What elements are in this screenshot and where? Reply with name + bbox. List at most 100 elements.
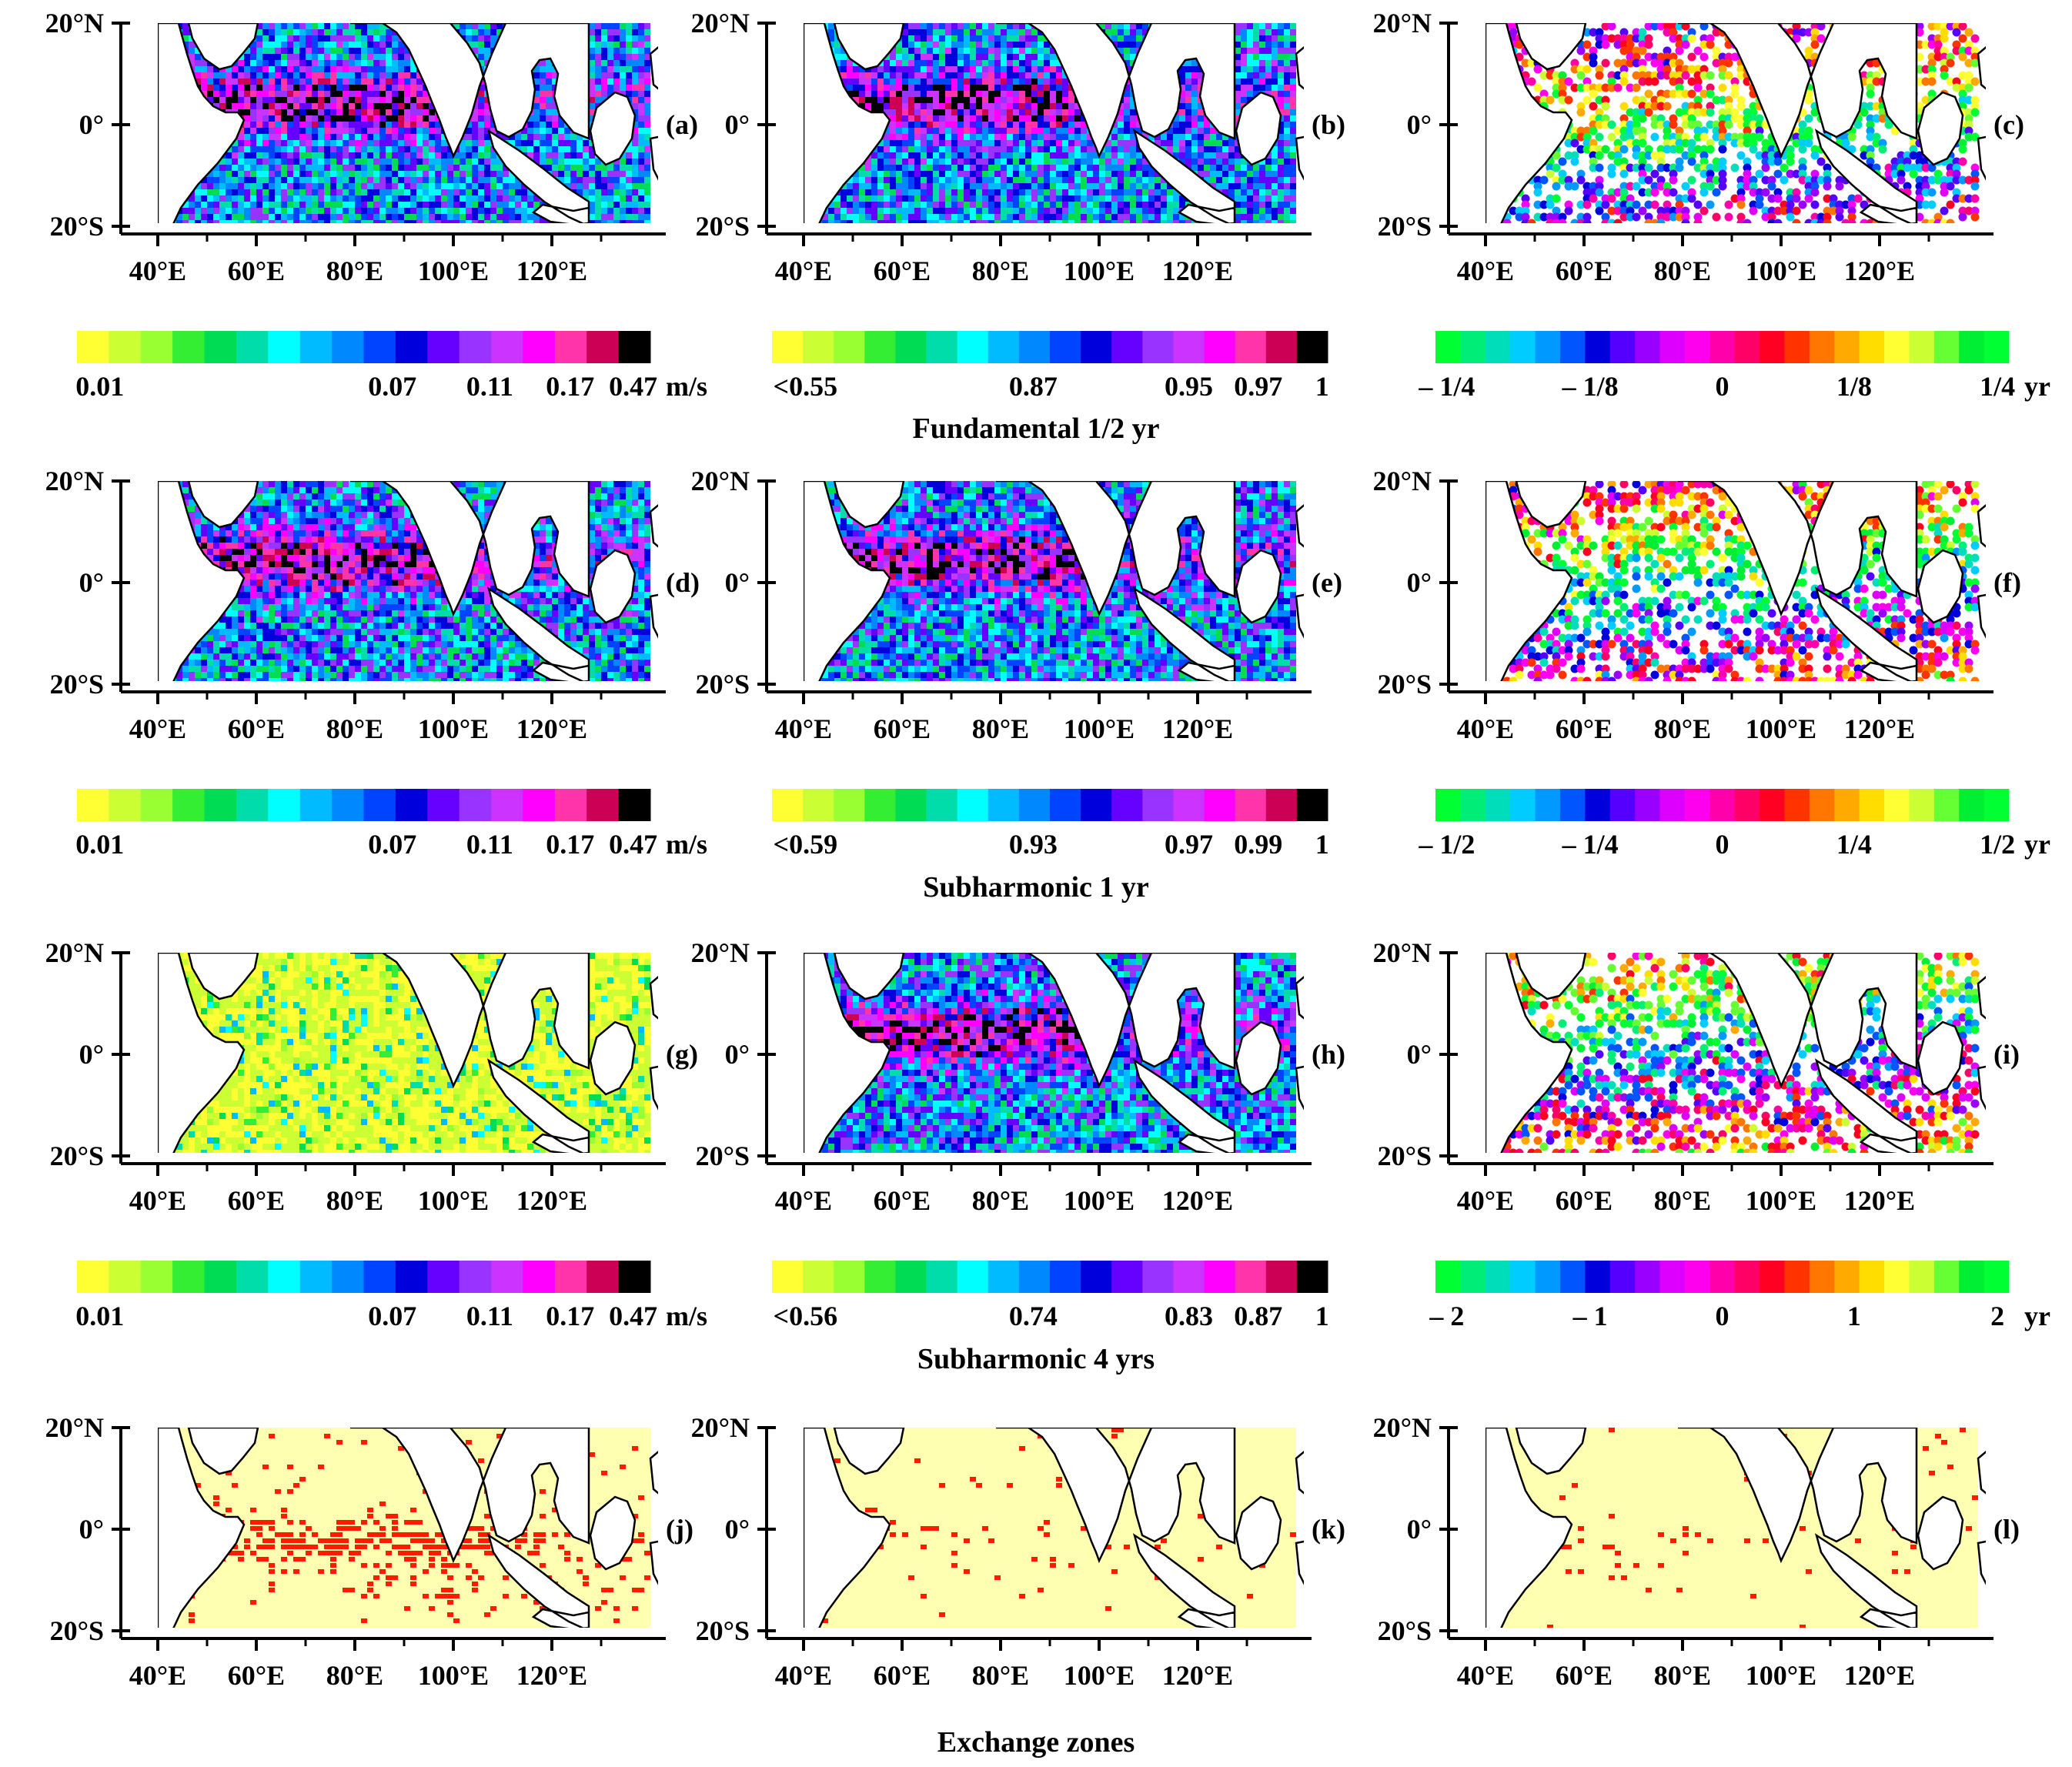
lon-tick-label: 100°E [1746,257,1816,285]
colorbar-tick-label: 0.01 [75,1302,124,1330]
lat-tick-label: 20°S [27,670,104,698]
colorbar-tick-label: 0.17 [546,830,594,858]
colorbar-tick-label: 0.83 [1165,1302,1213,1330]
colorbar-tick-label: 1/4 [1980,372,2015,400]
colorbar-unit: m/s [666,1302,707,1330]
colorbar-amp [77,331,651,363]
colorbar-phase [1435,1261,2010,1293]
lon-tick-label: 40°E [775,1662,832,1689]
row-title: Fundamental 1/2 yr [913,414,1160,443]
lon-tick-label: 40°E [129,715,186,743]
colorbar-tick-label: 0.17 [546,1302,594,1330]
colorbar-tick-label: <0.55 [774,372,838,400]
colorbar-tick-label: 0.87 [1009,372,1058,400]
lat-tick-label: 20°S [673,670,750,698]
lon-tick-label: 40°E [775,1187,832,1214]
lon-tick-label: 120°E [1162,257,1233,285]
colorbar-tick-label: 0.01 [75,372,124,400]
map-panel-a [112,22,666,246]
lon-tick-label: 40°E [1457,715,1514,743]
panel-letter-l: (l) [1993,1515,2020,1543]
lon-tick-label: 60°E [228,715,285,743]
lat-tick-label: 20°N [27,939,104,967]
colorbar-tick-label: – 2 [1429,1302,1464,1330]
lat-tick-label: 0° [27,1515,104,1543]
colorbar-tick-label: – 1/4 [1562,830,1619,858]
lon-tick-label: 120°E [516,1662,587,1689]
map-panel-e [757,479,1312,704]
lat-tick-label: 20°S [27,212,104,240]
lon-tick-label: 60°E [1556,257,1612,285]
lon-tick-label: 60°E [874,1187,931,1214]
colorbar-unit: yr [2024,830,2050,858]
lon-tick-label: 60°E [874,257,931,285]
colorbar-tick-label: – 1/4 [1419,372,1475,400]
lat-tick-label: 0° [27,1040,104,1068]
lat-tick-label: 0° [673,569,750,596]
panel-letter-d: (d) [666,569,700,596]
colorbar-unit: m/s [666,372,707,400]
lon-tick-label: 100°E [1746,1662,1816,1689]
lat-tick-label: 20°S [1355,1617,1432,1645]
lon-tick-label: 80°E [326,257,383,285]
colorbar-tick-label: 0.17 [546,372,594,400]
lat-tick-label: 20°S [1355,670,1432,698]
lon-tick-label: 40°E [775,715,832,743]
lon-tick-label: 80°E [1654,257,1711,285]
panel-letter-j: (j) [666,1515,693,1543]
map-panel-c [1439,22,1993,246]
map-panel-l [1439,1426,1993,1651]
lon-tick-label: 80°E [972,1187,1029,1214]
lon-tick-label: 60°E [874,715,931,743]
colorbar-tick-label: 0.97 [1234,372,1282,400]
lat-tick-label: 20°N [673,9,750,37]
lon-tick-label: 120°E [1844,1187,1915,1214]
lon-tick-label: 100°E [418,715,489,743]
lon-tick-label: 40°E [1457,1187,1514,1214]
lat-tick-label: 0° [27,111,104,139]
lon-tick-label: 120°E [516,257,587,285]
colorbar-unit: yr [2024,372,2050,400]
lon-tick-label: 40°E [129,257,186,285]
lat-tick-label: 0° [673,1515,750,1543]
lat-tick-label: 0° [1355,1040,1432,1068]
lat-tick-label: 20°S [27,1142,104,1170]
lon-tick-label: 60°E [228,1187,285,1214]
lat-tick-label: 20°S [673,1617,750,1645]
map-panel-i [1439,951,1993,1176]
lat-tick-label: 20°N [1355,467,1432,495]
lon-tick-label: 100°E [418,1662,489,1689]
lat-tick-label: 20°N [27,9,104,37]
lon-tick-label: 40°E [129,1187,186,1214]
lon-tick-label: 60°E [228,257,285,285]
lon-tick-label: 40°E [129,1662,186,1689]
lat-tick-label: 20°N [27,467,104,495]
lat-tick-label: 0° [673,111,750,139]
colorbar-tick-label: 0.01 [75,830,124,858]
colorbar-amp [77,789,651,821]
colorbar-tick-label: 0.11 [466,830,513,858]
lon-tick-label: 120°E [1162,715,1233,743]
lat-tick-label: 20°N [673,1414,750,1441]
colorbar-tick-label: 0.07 [368,372,416,400]
lon-tick-label: 100°E [1064,1662,1135,1689]
panel-letter-h: (h) [1312,1040,1345,1068]
lon-tick-label: 100°E [1064,1187,1135,1214]
colorbar-tick-label: 0.93 [1009,830,1058,858]
lat-tick-label: 20°S [1355,1142,1432,1170]
lon-tick-label: 80°E [326,1662,383,1689]
panel-letter-f: (f) [1993,569,2021,596]
lon-tick-label: 100°E [418,1187,489,1214]
colorbar-tick-label: 1 [1847,1302,1861,1330]
colorbar-tick-label: 1/4 [1836,830,1872,858]
panel-letter-e: (e) [1312,569,1342,596]
lat-tick-label: 20°N [673,467,750,495]
lat-tick-label: 0° [1355,111,1432,139]
row-title: Subharmonic 4 yrs [917,1344,1155,1374]
row-title: Exchange zones [937,1728,1135,1757]
lat-tick-label: 0° [673,1040,750,1068]
lat-tick-label: 20°S [27,1617,104,1645]
row-title: Subharmonic 1 yr [923,873,1148,902]
lon-tick-label: 120°E [1162,1187,1233,1214]
